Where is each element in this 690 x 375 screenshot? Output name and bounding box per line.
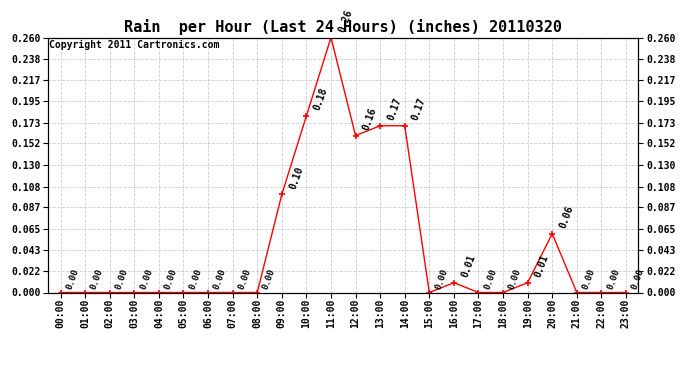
Text: 0.00: 0.00: [507, 268, 523, 291]
Text: 0.00: 0.00: [163, 268, 179, 291]
Text: 0.00: 0.00: [188, 268, 204, 291]
Text: 0.17: 0.17: [386, 96, 403, 122]
Text: 0.00: 0.00: [581, 268, 597, 291]
Text: 0.00: 0.00: [433, 268, 449, 291]
Text: 0.26: 0.26: [337, 8, 354, 33]
Text: 0.00: 0.00: [213, 268, 228, 291]
Text: 0.00: 0.00: [262, 268, 277, 291]
Text: 0.00: 0.00: [237, 268, 253, 291]
Text: 0.16: 0.16: [361, 106, 379, 131]
Text: 0.01: 0.01: [533, 253, 551, 279]
Text: Copyright 2011 Cartronics.com: Copyright 2011 Cartronics.com: [49, 40, 219, 50]
Text: 0.17: 0.17: [411, 96, 428, 122]
Text: 0.00: 0.00: [606, 268, 622, 291]
Text: 0.00: 0.00: [630, 268, 646, 291]
Text: 0.06: 0.06: [558, 204, 575, 230]
Text: 0.10: 0.10: [287, 165, 305, 190]
Text: 0.00: 0.00: [114, 268, 130, 291]
Text: 0.00: 0.00: [65, 268, 81, 291]
Text: 0.18: 0.18: [312, 86, 329, 112]
Text: 0.00: 0.00: [139, 268, 155, 291]
Text: 0.00: 0.00: [482, 268, 498, 291]
Text: 0.01: 0.01: [460, 253, 477, 279]
Text: 0.00: 0.00: [89, 268, 105, 291]
Title: Rain  per Hour (Last 24 Hours) (inches) 20110320: Rain per Hour (Last 24 Hours) (inches) 2…: [124, 19, 562, 35]
